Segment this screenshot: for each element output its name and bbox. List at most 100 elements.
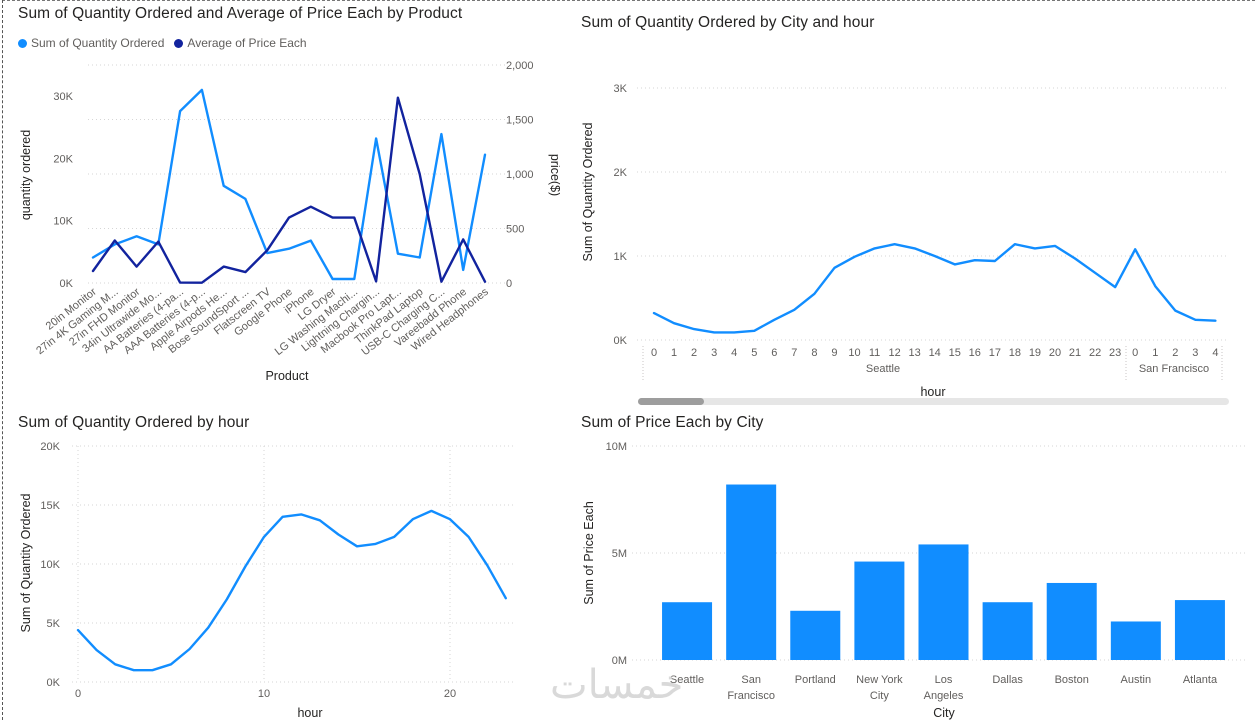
bar[interactable]: [854, 561, 905, 660]
chart-title: Sum of Quantity Ordered and Average of P…: [18, 5, 463, 22]
x-tick-label: 7: [791, 347, 797, 359]
bar[interactable]: [662, 602, 713, 660]
x-tick-label: Angeles: [924, 690, 964, 702]
chart-product-svg[interactable]: 0 500 1,000 1,500 2,000 0K 10K 20K 30K quantity o…: [0, 0, 560, 400]
x-tick-label: 1: [1152, 347, 1158, 359]
bar[interactable]: [1174, 600, 1225, 660]
y-tick-label: 10K: [53, 216, 73, 228]
chart-title: Sum of Quantity Ordered by hour: [18, 414, 250, 431]
x-tick-label: Francisco: [727, 690, 775, 702]
x-tick-label: 1: [671, 347, 677, 359]
x-tick-label: 2: [691, 347, 697, 359]
legend-marker-price: [174, 38, 184, 48]
y-tick-label: 3K: [614, 83, 628, 95]
x-tick-label: 0: [651, 347, 657, 359]
x-tick-label: 22: [1089, 347, 1101, 359]
x-tick-label: 17: [989, 347, 1001, 359]
x-tick-label: 8: [811, 347, 817, 359]
y2-tick-label: 0: [506, 278, 512, 290]
y-tick-label: 5K: [47, 618, 61, 630]
bar[interactable]: [918, 544, 969, 660]
x-tick-label: 10: [848, 347, 860, 359]
x-tick-label: 9: [831, 347, 837, 359]
y-axis-title: Sum of Quantity Ordered: [581, 122, 595, 261]
x-tick-label: 0: [75, 688, 81, 700]
legend-marker-quantity: [18, 38, 27, 48]
x-tick-label: 19: [1029, 347, 1041, 359]
chart-price-city-svg[interactable]: 0M 5M 10M Sum of Price Each City Seattle San Fr…: [562, 405, 1255, 720]
x-tick-label: 20: [1049, 347, 1061, 359]
x-tick-label: City: [870, 690, 889, 702]
x-group-label: Seattle: [866, 363, 900, 375]
x-tick-label: Atlanta: [1183, 674, 1218, 686]
y-tick-label: 0M: [612, 655, 627, 667]
y2-tick-label: 1,000: [506, 169, 534, 181]
x-tick-label: 14: [929, 347, 941, 359]
series-line-price: [91, 96, 487, 284]
chart-panel-price-city[interactable]: Sum of Price Each by City 0M 5M 10M Sum of …: [562, 405, 1255, 720]
x-tick-label: 15: [949, 347, 961, 359]
x-tick-label: 16: [969, 347, 981, 359]
legend-label-price: Average of Price Each: [187, 36, 307, 50]
watermark-logo: خمسات: [550, 662, 684, 708]
x-axis-title: hour: [920, 385, 945, 399]
y2-axis-title: price($): [548, 154, 560, 196]
x-tick-label: 20: [444, 688, 456, 700]
y-tick-label: 0K: [47, 677, 61, 689]
x-tick-label: 3: [1192, 347, 1198, 359]
x-tick-label: Boston: [1055, 674, 1089, 686]
x-tick-label: 5: [751, 347, 757, 359]
x-tick-label: 23: [1109, 347, 1121, 359]
series-line-quantity: [91, 88, 487, 281]
y-tick-label: 30K: [53, 91, 73, 103]
x-tick-label: Los: [935, 674, 953, 686]
x-tick-label: 18: [1009, 347, 1021, 359]
bar[interactable]: [1046, 582, 1097, 660]
series-line-quantity: [652, 242, 1217, 334]
x-tick-label: 4: [1212, 347, 1218, 359]
y-axis-title: Sum of Quantity Ordered: [19, 493, 33, 632]
x-tick-label: 10: [258, 688, 270, 700]
x-tick-label: San: [741, 674, 761, 686]
x-axis-title: Product: [265, 369, 309, 383]
y-tick-label: 2K: [614, 167, 628, 179]
x-tick-label: Dallas: [992, 674, 1023, 686]
y-tick-label: 0K: [614, 335, 628, 347]
bar[interactable]: [1110, 621, 1161, 660]
y-tick-label: 10K: [40, 559, 60, 571]
chart-panel-product[interactable]: Sum of Quantity Ordered and Average of P…: [0, 0, 560, 400]
scrollbar-track: [638, 398, 1229, 405]
bar[interactable]: [790, 610, 841, 660]
x-axis-title: City: [933, 706, 955, 720]
x-group-label: San Francisco: [1139, 363, 1209, 375]
x-tick-label: Portland: [795, 674, 836, 686]
chart-title: Sum of Quantity Ordered by City and hour: [581, 14, 875, 31]
x-tick-label: 4: [731, 347, 737, 359]
frame-top-border: [2, 0, 1255, 1]
y2-tick-label: 2,000: [506, 60, 534, 72]
x-tick-label: 13: [909, 347, 921, 359]
y-tick-label: 20K: [53, 153, 73, 165]
y-axis-title: Sum of Price Each: [582, 501, 596, 605]
y2-tick-label: 500: [506, 224, 524, 236]
y-tick-label: 5M: [612, 548, 627, 560]
bar[interactable]: [726, 484, 777, 660]
chart-legend[interactable]: Sum of Quantity Ordered Average of Price…: [18, 36, 307, 50]
x-tick-label: Austin: [1121, 674, 1152, 686]
x-tick-label: 0: [1132, 347, 1138, 359]
y2-tick-label: 1,500: [506, 115, 534, 127]
x-tick-label: 3: [711, 347, 717, 359]
x-tick-label: 12: [888, 347, 900, 359]
legend-label-quantity: Sum of Quantity Ordered: [31, 36, 165, 50]
x-axis-title: hour: [297, 706, 322, 720]
scrollbar-thumb[interactable]: [638, 398, 704, 405]
y-tick-label: 20K: [40, 441, 60, 453]
y-tick-label: 10M: [606, 441, 627, 453]
x-tick-label: 2: [1172, 347, 1178, 359]
chart-panel-city-hour[interactable]: Sum of Quantity Ordered by City and hour…: [562, 0, 1255, 410]
chart-panel-hour[interactable]: Sum of Quantity Ordered by hour 0K 5K 10K 1…: [0, 405, 560, 720]
bar[interactable]: [982, 602, 1033, 660]
series-line-quantity: [76, 509, 507, 672]
